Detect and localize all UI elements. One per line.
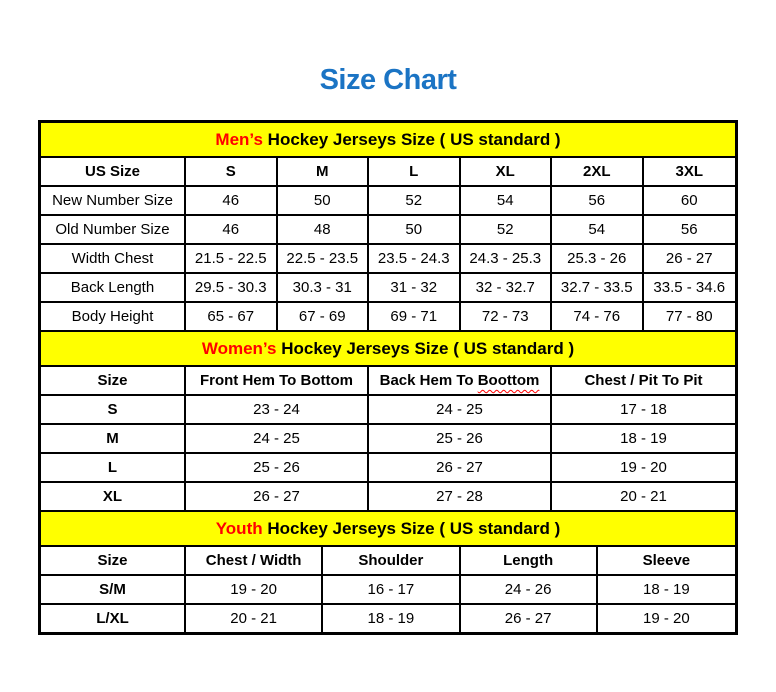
data-cell: 67 - 69 [277, 303, 369, 332]
column-header-cell: Size [41, 547, 186, 576]
row-label-cell: Width Chest [41, 245, 186, 274]
data-cell: 23.5 - 24.3 [369, 245, 461, 274]
row-label-cell: S/M [41, 576, 186, 605]
data-cell: 25 - 26 [186, 454, 369, 483]
data-cell: 46 [186, 187, 278, 216]
data-cell: 23 - 24 [186, 396, 369, 425]
column-header-cell: US Size [41, 158, 186, 187]
data-cell: 19 - 20 [186, 576, 324, 605]
row-label-cell: M [41, 425, 186, 454]
column-header-cell: Chest / Pit To Pit [552, 367, 735, 396]
section-men: Men’s Hockey Jerseys Size ( US standard … [41, 123, 735, 332]
data-cell: 18 - 19 [552, 425, 735, 454]
section-youth: Youth Hockey Jerseys Size ( US standard … [41, 512, 735, 632]
data-cell: 18 - 19 [323, 605, 461, 632]
youth-table-grid: Size Chest / Width Shoulder Length Sleeve S/M… [41, 547, 735, 632]
data-cell: 20 - 21 [552, 483, 735, 512]
data-cell: 29.5 - 30.3 [186, 274, 278, 303]
row-label-cell: XL [41, 483, 186, 512]
youth-section-title: Hockey Jerseys Size ( US standard ) [262, 518, 561, 538]
column-header-text: Back Hem To [379, 372, 478, 389]
women-section-title: Hockey Jerseys Size ( US standard ) [276, 338, 575, 358]
data-cell: 24.3 - 25.3 [460, 245, 552, 274]
data-cell: 24 - 26 [460, 576, 598, 605]
data-cell: 56 [552, 187, 644, 216]
column-header-cell: XL [460, 158, 552, 187]
data-cell: 74 - 76 [552, 303, 644, 332]
row-label-cell: L [41, 454, 186, 483]
data-cell: 56 [643, 216, 735, 245]
data-cell: 16 - 17 [323, 576, 461, 605]
data-cell: 17 - 18 [552, 396, 735, 425]
men-section-header-band: Men’s Hockey Jerseys Size ( US standard … [41, 123, 735, 158]
men-section-title: Hockey Jerseys Size ( US standard ) [262, 129, 561, 149]
women-section-header-band: Women’s Hockey Jerseys Size ( US standar… [41, 332, 735, 367]
data-cell: 33.5 - 34.6 [643, 274, 735, 303]
column-header-cell: 2XL [552, 158, 644, 187]
row-label-cell: New Number Size [41, 187, 186, 216]
women-section-highlight: Women’s [201, 338, 277, 358]
column-header-cell: Length [460, 547, 598, 576]
column-header-cell: Size [41, 367, 186, 396]
data-cell: 54 [460, 187, 552, 216]
women-table-grid: Size Front Hem To Bottom Back Hem To Boott… [41, 367, 735, 512]
data-cell: 52 [460, 216, 552, 245]
data-cell: 25.3 - 26 [552, 245, 644, 274]
column-header-cell: Shoulder [323, 547, 461, 576]
column-header-cell: Chest / Width [186, 547, 324, 576]
men-table-grid: US Size S M L XL 2XL 3XL New Number Size 46 50 52 5… [41, 158, 735, 332]
column-header-cell: 3XL [643, 158, 735, 187]
section-women: Women’s Hockey Jerseys Size ( US standar… [41, 332, 735, 512]
data-cell: 26 - 27 [186, 483, 369, 512]
data-cell: 24 - 25 [186, 425, 369, 454]
column-header-cell: Back Hem To Boottom [369, 367, 552, 396]
data-cell: 19 - 20 [597, 605, 735, 632]
men-section-highlight: Men’s [215, 129, 263, 149]
data-cell: 72 - 73 [460, 303, 552, 332]
data-cell: 52 [369, 187, 461, 216]
data-cell: 26 - 27 [460, 605, 598, 632]
youth-section-header-band: Youth Hockey Jerseys Size ( US standard … [41, 512, 735, 547]
data-cell: 26 - 27 [643, 245, 735, 274]
data-cell: 22.5 - 23.5 [277, 245, 369, 274]
data-cell: 27 - 28 [369, 483, 552, 512]
data-cell: 48 [277, 216, 369, 245]
data-cell: 24 - 25 [369, 396, 552, 425]
data-cell: 20 - 21 [186, 605, 324, 632]
column-header-cell: S [186, 158, 278, 187]
data-cell: 50 [277, 187, 369, 216]
data-cell: 77 - 80 [643, 303, 735, 332]
misspelled-word: Boottom [477, 372, 540, 389]
data-cell: 26 - 27 [369, 454, 552, 483]
data-cell: 21.5 - 22.5 [186, 245, 278, 274]
data-cell: 54 [552, 216, 644, 245]
data-cell: 32 - 32.7 [460, 274, 552, 303]
row-label-cell: Old Number Size [41, 216, 186, 245]
column-header-cell: Sleeve [597, 547, 735, 576]
data-cell: 18 - 19 [597, 576, 735, 605]
data-cell: 31 - 32 [369, 274, 461, 303]
data-cell: 69 - 71 [369, 303, 461, 332]
column-header-cell: M [277, 158, 369, 187]
data-cell: 32.7 - 33.5 [552, 274, 644, 303]
youth-section-highlight: Youth [215, 518, 263, 538]
data-cell: 46 [186, 216, 278, 245]
data-cell: 25 - 26 [369, 425, 552, 454]
data-cell: 30.3 - 31 [277, 274, 369, 303]
row-label-cell: Back Length [41, 274, 186, 303]
data-cell: 19 - 20 [552, 454, 735, 483]
data-cell: 50 [369, 216, 461, 245]
row-label-cell: Body Height [41, 303, 186, 332]
column-header-cell: Front Hem To Bottom [186, 367, 369, 396]
size-chart-table: Men’s Hockey Jerseys Size ( US standard … [38, 120, 738, 635]
column-header-cell: L [369, 158, 461, 187]
data-cell: 65 - 67 [186, 303, 278, 332]
row-label-cell: L/XL [41, 605, 186, 632]
data-cell: 60 [643, 187, 735, 216]
page-title: Size Chart [319, 64, 457, 96]
row-label-cell: S [41, 396, 186, 425]
